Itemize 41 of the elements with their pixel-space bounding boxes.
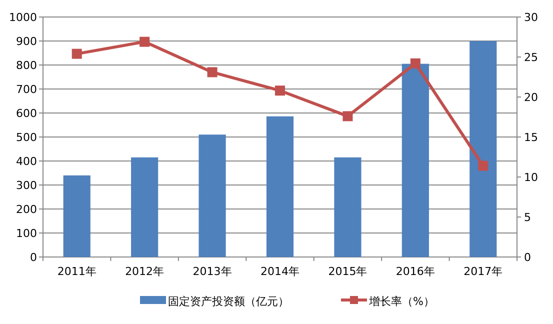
y-tick-label: 200 (16, 203, 37, 216)
legend-label: 固定资产投资额（亿元） (168, 295, 289, 308)
y2-tick-label: 30 (524, 11, 538, 24)
bar (63, 175, 90, 257)
x-tick-label: 2014年 (260, 265, 300, 278)
point (342, 111, 353, 122)
point (478, 160, 488, 171)
y2-tick-label: 20 (524, 91, 538, 104)
bar (266, 116, 294, 257)
y2-tick-label: 10 (524, 171, 538, 184)
y-tick-label: 900 (16, 35, 37, 48)
y-tick-label: 1000 (9, 11, 37, 24)
legend-label: 增长率（%） (368, 295, 434, 308)
y2-tick-label: 25 (524, 51, 538, 64)
y-tick-label: 700 (16, 83, 37, 96)
point (275, 86, 285, 96)
y-tick-label: 100 (16, 227, 37, 240)
bar (198, 134, 226, 257)
y-tick-label: 800 (16, 59, 37, 72)
y-tick-label: 500 (16, 131, 37, 144)
x-tick-label: 2017年 (464, 265, 503, 278)
x-tick-label: 2011年 (57, 265, 96, 278)
x-tick-label: 2016年 (396, 265, 435, 278)
bar (470, 41, 497, 257)
point (72, 48, 82, 59)
bar (131, 157, 158, 257)
y2-tick-label: 0 (524, 251, 531, 264)
y-tick-label: 600 (16, 107, 37, 120)
x-tick-label: 2013年 (192, 265, 232, 278)
point (207, 67, 218, 78)
x-tick-label: 2012年 (125, 265, 164, 278)
bar (402, 64, 429, 257)
y2-tick-label: 15 (524, 131, 538, 144)
bar (334, 157, 362, 257)
y-tick-label: 0 (30, 251, 37, 264)
y-tick-label: 300 (16, 179, 37, 192)
point (410, 58, 420, 68)
y2-tick-label: 5 (524, 211, 531, 224)
x-tick-label: 2015年 (328, 265, 368, 278)
y-tick-label: 400 (16, 155, 37, 168)
point (140, 36, 150, 47)
